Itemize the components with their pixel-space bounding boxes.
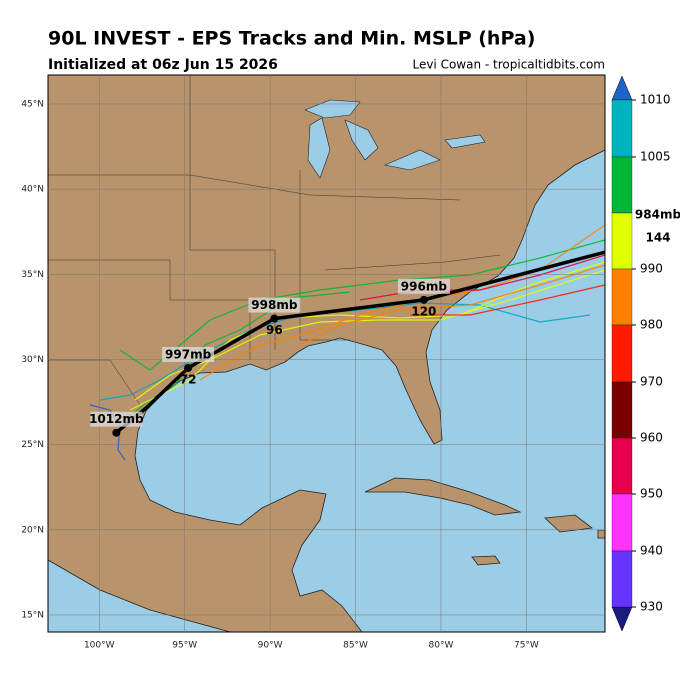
ensemble-track: [129, 261, 605, 411]
pressure-label: 998mb: [251, 298, 298, 312]
colorbar-segment: [611, 550, 633, 608]
lat-label: 25°N: [21, 440, 44, 450]
lake: [307, 117, 331, 179]
colorbar-label: 940: [640, 544, 663, 558]
track-point: [112, 428, 121, 437]
offmap-hour: 144: [645, 231, 670, 245]
colorbar-label: 950: [640, 487, 663, 501]
lon-label: 100°W: [84, 641, 115, 651]
lon-label: 90°W: [258, 641, 283, 651]
colorbar-label: 1005: [640, 150, 671, 164]
colorbar-label: 960: [640, 431, 663, 445]
hour-label: 96: [266, 323, 283, 337]
lat-label: 15°N: [21, 610, 44, 620]
ensemble-track: [134, 269, 605, 401]
colorbar-extend: [611, 606, 633, 632]
state-border: [299, 170, 350, 341]
hour-label: 72: [180, 372, 197, 386]
pressure-label: 996mb: [401, 279, 448, 293]
track-point: [419, 295, 428, 304]
colorbar-segment: [611, 99, 633, 158]
lake: [383, 149, 441, 171]
colorbar-segment: [611, 381, 633, 439]
map-frame: [47, 74, 606, 633]
label-bg: [248, 297, 301, 313]
offmap-pressure: 984mb: [635, 208, 680, 222]
lon-label: 80°W: [429, 641, 454, 651]
lat-label: 40°N: [21, 185, 44, 195]
colorbar-label: 930: [640, 600, 663, 614]
colorbar-extend: [611, 75, 633, 101]
colorbar-label: 970: [640, 375, 663, 389]
colorbar-segment: [611, 493, 633, 552]
jamaica: [471, 555, 501, 566]
hispaniola: [544, 514, 594, 533]
map: [48, 75, 605, 632]
colorbar-segment: [611, 156, 633, 214]
lake: [304, 99, 361, 119]
colorbar-label: 980: [640, 318, 663, 332]
colorbar-label: 1010: [640, 93, 671, 107]
cuba: [364, 477, 522, 516]
ensemble-track: [199, 224, 605, 381]
lake: [444, 134, 486, 149]
colorbar-segment: [611, 437, 633, 495]
label-bg: [397, 278, 450, 294]
label-bg: [162, 346, 215, 362]
lat-label: 20°N: [21, 525, 44, 535]
track-point: [270, 314, 279, 323]
state-border: [48, 259, 251, 360]
lat-label: 30°N: [21, 355, 44, 365]
lon-label: 95°W: [172, 641, 197, 651]
state-border: [324, 254, 501, 271]
lat-label: 45°N: [21, 99, 44, 109]
land: [48, 75, 605, 632]
colorbar-segment: [611, 268, 633, 326]
pressure-label: 997mb: [165, 347, 212, 361]
title: 90L INVEST - EPS Tracks and Min. MSLP (h…: [48, 28, 535, 50]
ensemble-track: [299, 264, 605, 346]
label-bg: [90, 411, 143, 427]
subtitle: Initialized at 06z Jun 15 2026: [48, 57, 278, 73]
ensemble-track: [410, 284, 605, 316]
lat-label: 35°N: [21, 270, 44, 280]
credit: Levi Cowan - tropicaltidbits.com: [412, 58, 605, 72]
colorbar-label: 990: [640, 262, 663, 276]
lon-label: 85°W: [343, 641, 368, 651]
mean-track: [115, 250, 606, 435]
state-border: [48, 359, 141, 406]
colorbar-segment: [611, 324, 633, 383]
lon-label: 75°W: [514, 641, 539, 651]
lake: [344, 119, 379, 161]
colorbar-segment: [611, 212, 633, 270]
puerto-rico: [597, 529, 605, 539]
state-border: [48, 174, 461, 201]
pressure-label: 1012mb: [89, 412, 144, 426]
track-point: [184, 363, 193, 372]
hour-label: 120: [411, 304, 436, 318]
